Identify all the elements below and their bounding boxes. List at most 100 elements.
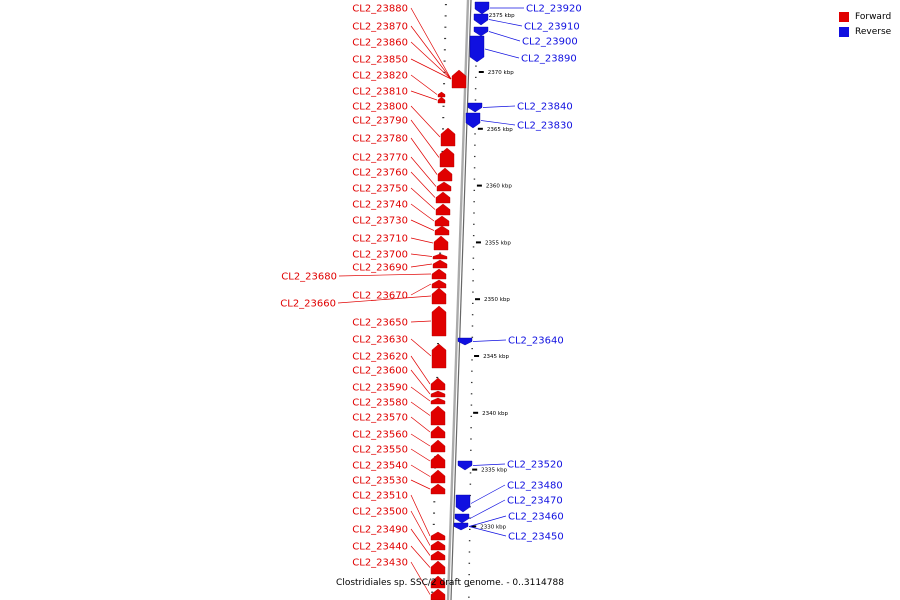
minor-tick-right (470, 404, 473, 406)
forward-gene-feature (431, 279, 447, 289)
forward-leader-line (410, 119, 440, 158)
kbp-tick (471, 525, 477, 528)
kbp-label: 2350 kbp (484, 297, 510, 303)
forward-leader-line (410, 528, 431, 556)
minor-tick-right (469, 517, 471, 519)
minor-tick-right (475, 76, 477, 78)
kbp-tick (472, 468, 478, 471)
minor-tick-right (472, 302, 474, 304)
minor-tick-left (443, 60, 446, 62)
forward-leader-line (410, 448, 431, 462)
minor-tick-left (432, 523, 435, 525)
forward-gene-feature (430, 425, 446, 439)
kbp-label: 2330 kbp (480, 524, 506, 530)
reverse-gene-feature (457, 337, 473, 346)
forward-gene-feature (430, 439, 446, 453)
forward-gene-label: CL2_23740 (352, 200, 408, 211)
forward-gene-feature (430, 397, 446, 405)
forward-gene-label: CL2_23820 (352, 71, 408, 82)
minor-tick-right (474, 88, 477, 90)
forward-leader-line (410, 561, 431, 595)
minor-tick-right (472, 280, 474, 282)
forward-gene-feature (430, 540, 446, 551)
forward-gene-feature (430, 588, 446, 600)
reverse-gene-label: CL2_23830 (517, 121, 573, 132)
minor-tick-left (433, 501, 436, 503)
minor-tick-right (468, 562, 471, 564)
forward-leader-line (410, 187, 436, 210)
forward-leader-line (410, 283, 432, 296)
minor-tick-right (473, 201, 475, 203)
forward-gene-feature (430, 469, 446, 484)
kbp-label: 2340 kbp (482, 411, 508, 417)
reverse-leader-line (468, 515, 507, 527)
minor-tick-right (473, 167, 476, 169)
forward-gene-label: CL2_23490 (352, 525, 408, 536)
minor-tick-right (469, 483, 472, 485)
reverse-leader-line (488, 19, 523, 27)
reverse-gene-feature (454, 513, 470, 524)
reverse-gene-label: CL2_23900 (522, 37, 578, 48)
forward-gene-feature (431, 268, 447, 280)
kbp-label: 2375 kbp (489, 13, 515, 19)
forward-gene-feature (436, 181, 452, 192)
forward-gene-feature (432, 259, 448, 269)
forward-gene-label: CL2_23850 (352, 55, 408, 66)
minor-tick-right (468, 585, 470, 587)
minor-tick-right (472, 257, 475, 259)
forward-gene-label: CL2_23580 (352, 398, 408, 409)
minor-tick-right (472, 235, 475, 237)
minor-tick-right (471, 370, 473, 372)
reverse-gene-label: CL2_23450 (508, 532, 564, 543)
forward-leader-line (410, 545, 431, 568)
forward-swatch (839, 11, 849, 22)
minor-tick-left (444, 4, 447, 6)
reverse-gene-label: CL2_23470 (507, 496, 563, 507)
minor-tick-right (468, 551, 471, 553)
minor-tick-left (442, 117, 445, 119)
reverse-gene-feature (473, 13, 489, 26)
reverse-gene-feature (455, 494, 471, 513)
forward-leader-line (410, 386, 431, 402)
minor-tick-right (474, 144, 476, 146)
kbp-label: 2365 kbp (487, 127, 513, 133)
reverse-gene-feature (467, 102, 483, 113)
forward-gene-feature (434, 215, 450, 227)
kbp-label: 2360 kbp (486, 184, 512, 190)
forward-leader-line (410, 253, 433, 257)
minor-tick-left (443, 49, 446, 51)
forward-leader-line (410, 479, 431, 490)
forward-gene-label: CL2_23860 (352, 38, 408, 49)
minor-tick-left (444, 26, 447, 28)
reverse-leader-line (488, 31, 521, 42)
reverse-gene-label: CL2_23910 (524, 22, 580, 33)
forward-gene-feature (430, 550, 446, 561)
forward-gene-feature (430, 390, 446, 398)
kbp-tick (474, 355, 480, 357)
forward-gene-label: CL2_23710 (352, 234, 408, 245)
reverse-gene-feature (457, 460, 473, 471)
forward-gene-label: CL2_23670 (352, 291, 408, 302)
kbp-tick (475, 298, 481, 301)
forward-gene-label: CL2_23780 (352, 134, 408, 145)
reverse-gene-label: CL2_23920 (526, 4, 582, 15)
minor-tick-right (475, 65, 477, 67)
minor-tick-right (470, 427, 472, 429)
forward-gene-label: CL2_23600 (352, 366, 408, 377)
forward-gene-feature (430, 453, 446, 469)
forward-gene-label: CL2_23590 (352, 383, 408, 394)
minor-tick-left (444, 15, 447, 17)
forward-gene-label: CL2_23790 (352, 116, 408, 127)
forward-leader-line (410, 219, 435, 231)
legend-forward: Forward (839, 9, 891, 24)
forward-gene-feature (430, 560, 446, 575)
reverse-gene-label: CL2_23840 (517, 102, 573, 113)
minor-tick-left (444, 37, 447, 40)
minor-tick-right (474, 99, 477, 101)
forward-leader-line (410, 355, 431, 385)
minor-tick-right (471, 359, 473, 361)
minor-tick-right (473, 223, 475, 225)
minor-tick-right (470, 415, 473, 417)
minor-tick-right (473, 155, 476, 158)
reverse-leader-line (484, 48, 520, 59)
